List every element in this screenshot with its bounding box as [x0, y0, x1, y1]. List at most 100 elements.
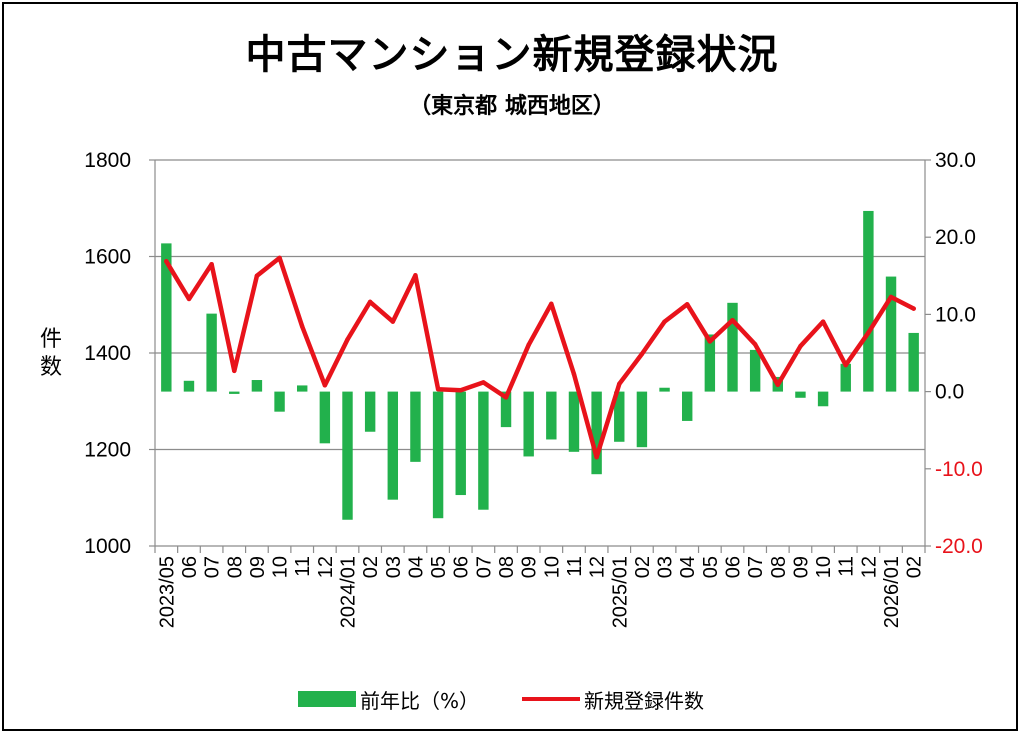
y-left-tick-label: 1200	[84, 439, 131, 462]
bar	[455, 391, 466, 496]
x-tick-label: 10	[813, 556, 835, 578]
x-tick-label: 07	[745, 556, 767, 578]
bar	[614, 391, 625, 442]
bar	[296, 385, 308, 392]
line-point	[571, 372, 577, 377]
bar	[251, 380, 263, 392]
line-point	[798, 344, 803, 349]
bar	[161, 243, 172, 392]
y-right-tick-label: 30.0	[935, 149, 976, 172]
line-series	[164, 255, 916, 460]
legend-swatch-bar	[298, 691, 356, 707]
bar	[681, 391, 693, 421]
line-point	[277, 255, 282, 261]
x-tick-label: 12	[587, 556, 609, 578]
bar	[636, 391, 648, 448]
bar	[795, 391, 806, 398]
y-left-tick-label: 1400	[84, 342, 131, 365]
x-tick-label: 10	[541, 556, 563, 578]
x-tick-label: 03	[383, 556, 405, 578]
line-point	[639, 351, 645, 357]
x-tick-label: 04	[677, 556, 699, 578]
line-point	[662, 319, 667, 324]
legend: 前年比（%） 新規登録件数	[0, 684, 1024, 714]
chart-subtitle: （東京都 城西地区）	[409, 94, 615, 119]
x-tick-label: 12	[315, 556, 337, 578]
bar	[274, 391, 285, 412]
bar	[500, 391, 512, 428]
line-point	[435, 386, 441, 392]
bar	[523, 391, 534, 457]
line-point	[707, 339, 713, 344]
line-point	[594, 455, 599, 460]
bar	[704, 334, 716, 392]
x-tick-label: 08	[768, 556, 790, 578]
x-tick-label: 07	[473, 556, 495, 578]
x-tick-label: 09	[790, 556, 812, 578]
y-left-tick-label: 1000	[84, 535, 131, 558]
bar	[840, 363, 851, 392]
x-tick-label: 02	[360, 556, 382, 578]
bar	[546, 391, 557, 440]
y-right-tick-label: 0.0	[935, 381, 964, 404]
line-point	[345, 337, 350, 342]
bar	[183, 380, 195, 392]
bar	[908, 332, 919, 392]
x-tick-label: 2024/01	[338, 556, 360, 628]
line-point	[186, 296, 192, 302]
x-tick-label: 05	[700, 556, 722, 578]
line-point	[526, 342, 531, 347]
line-point	[232, 368, 237, 374]
line-point	[685, 302, 690, 307]
y-right-tick-label: -10.0	[935, 458, 983, 481]
x-tick-label: 08	[496, 556, 518, 578]
bar	[364, 391, 376, 432]
x-tick-label: 11	[564, 556, 586, 577]
bar	[342, 391, 353, 520]
x-tick-label: 09	[247, 556, 269, 578]
bar	[206, 313, 217, 392]
y-right-tick-label: -20.0	[935, 535, 983, 558]
y-right-tick-label: 10.0	[935, 303, 976, 326]
x-tick-label: 09	[519, 556, 541, 578]
x-tick-label: 2026/01	[881, 556, 903, 628]
line-point	[549, 301, 554, 306]
legend-item-line: 新規登録件数	[522, 684, 704, 714]
legend-swatch-line	[522, 697, 580, 701]
x-tick-label: 2025/01	[609, 556, 631, 628]
line-point	[481, 380, 486, 385]
x-tick-label: 03	[655, 556, 677, 578]
bar	[591, 391, 602, 475]
line-point	[503, 395, 509, 400]
x-tick-label: 06	[451, 556, 473, 578]
x-tick-label: 07	[202, 556, 224, 578]
chart-title: 中古マンション新規登録状況	[245, 32, 779, 78]
bar	[229, 391, 240, 394]
bar	[727, 302, 738, 392]
bar	[410, 391, 421, 462]
x-tick-label: 06	[723, 556, 745, 578]
bar	[863, 210, 874, 392]
bar	[659, 387, 670, 392]
line-point	[820, 319, 826, 324]
line-point	[164, 259, 169, 264]
y-left-tick-label: 1800	[84, 149, 131, 172]
x-tick-label: 10	[270, 556, 292, 578]
y-axis-label: 件数	[39, 327, 62, 380]
line-point	[866, 330, 871, 335]
x-tick-label: 05	[428, 556, 450, 578]
line-point	[752, 342, 758, 347]
y-left-tick-label: 1600	[84, 246, 131, 269]
line-point	[413, 273, 418, 278]
bar	[749, 349, 761, 392]
line-point	[730, 317, 735, 323]
line-point	[775, 382, 780, 388]
x-tick-label: 06	[179, 556, 201, 578]
x-tick-label: 2023/05	[156, 556, 178, 628]
x-tick-label: 11	[836, 556, 858, 577]
x-tick-label: 04	[405, 556, 427, 578]
bar	[885, 276, 897, 392]
legend-label-line: 新規登録件数	[584, 688, 704, 713]
line-point	[300, 324, 305, 329]
